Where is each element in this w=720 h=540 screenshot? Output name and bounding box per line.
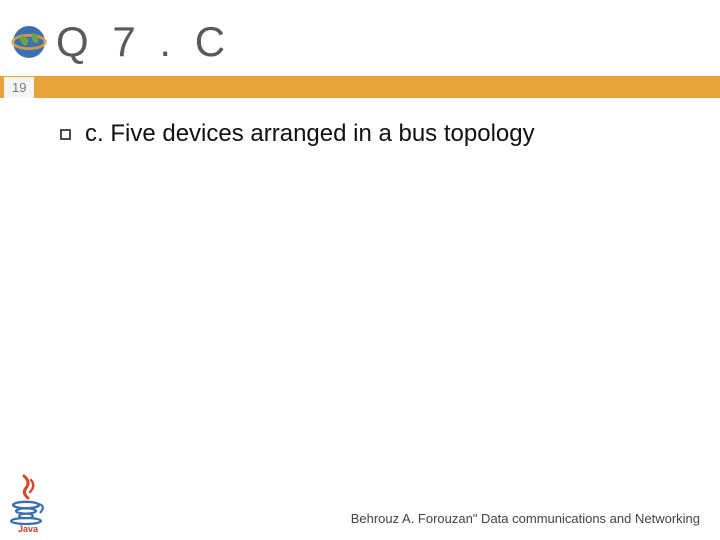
bullet-item: c. Five devices arranged in a bus topolo… <box>60 120 700 148</box>
page-number: 19 <box>4 77 34 98</box>
content-area: c. Five devices arranged in a bus topolo… <box>0 98 720 148</box>
slide-title: Q 7 . C <box>56 18 231 66</box>
bullet-text: c. Five devices arranged in a bus topolo… <box>85 120 535 148</box>
globe-icon <box>10 23 48 61</box>
title-area: Q 7 . C <box>0 0 720 76</box>
square-bullet-icon <box>60 129 71 140</box>
accent-bar: 19 <box>0 76 720 98</box>
svg-text:Java: Java <box>18 524 39 534</box>
java-logo-icon: Java <box>6 472 50 534</box>
footer-citation: Behrouz A. Forouzan" Data communications… <box>351 511 700 526</box>
